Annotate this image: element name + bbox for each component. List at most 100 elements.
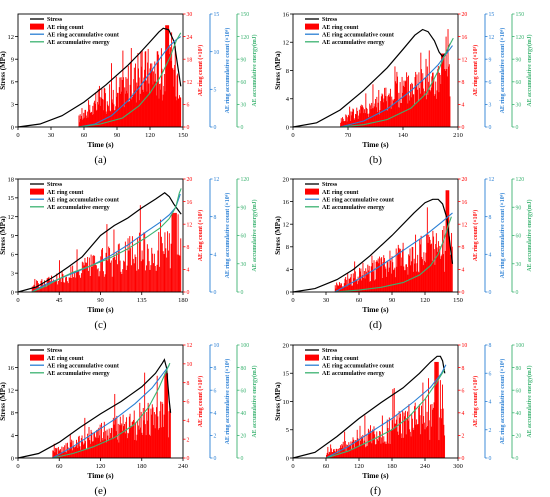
- ring-count-bar: [351, 449, 353, 458]
- stress-axis-title: Stress (MPa): [0, 216, 7, 255]
- ring-count-bar: [358, 109, 360, 127]
- ring-count-bar: [113, 229, 115, 292]
- ring-count-bar: [344, 120, 346, 127]
- ring-count-bar: [108, 246, 110, 292]
- ring-count-bar: [175, 212, 177, 292]
- ring-count-bar: [444, 271, 446, 292]
- ring-count-bar: [374, 279, 376, 292]
- ring-count-bar: [428, 378, 429, 458]
- ring-count-bars: [78, 25, 182, 128]
- ring-count-bar: [154, 73, 156, 127]
- ring-count-bar: [339, 445, 341, 458]
- ring-count-bar: [438, 92, 440, 127]
- ring-count-bar: [58, 280, 60, 292]
- ring-count-bar: [96, 430, 98, 458]
- ring-count-bar: [149, 434, 150, 458]
- ring-count-bar: [349, 444, 350, 458]
- ring-count-bar: [178, 95, 180, 127]
- ring-count-bar: [88, 426, 90, 458]
- legend-stress-label: Stress: [47, 182, 63, 188]
- ring-count-bar: [393, 388, 395, 458]
- ring-count-bar: [115, 431, 117, 458]
- ring-count-bar: [120, 77, 122, 127]
- ring-count-bar: [426, 99, 428, 127]
- ring-count-bar: [103, 276, 105, 292]
- ring-count-bar: [98, 85, 100, 127]
- ring-count-bar: [123, 426, 125, 458]
- ring-count-bar: [168, 54, 170, 127]
- ring-count-bar: [396, 266, 398, 292]
- ring-count-bar: [160, 83, 162, 127]
- ring-count-bar: [426, 411, 428, 458]
- ring-count-bar: [98, 104, 100, 127]
- ring-count-bar: [110, 110, 112, 127]
- ring-count-bar: [37, 283, 39, 292]
- ring-count-bar: [88, 270, 89, 292]
- ring-count-bar: [422, 259, 423, 292]
- ring-count-bar: [433, 249, 435, 292]
- ring-count-bar: [431, 243, 432, 292]
- ring-count-bar: [111, 276, 113, 292]
- legend-ring-swatch: [30, 354, 44, 361]
- ring-count-bar: [167, 373, 169, 458]
- ring-count-bar: [444, 250, 446, 292]
- ring-count-bar: [100, 97, 102, 127]
- ring-count-bar: [102, 440, 104, 458]
- accumulative-count-tick-label: 8: [214, 215, 217, 221]
- ring-count-bar: [417, 424, 419, 458]
- ring-count-bar: [78, 270, 80, 292]
- ring-count-bar: [148, 94, 150, 127]
- panel-label: (e): [94, 485, 107, 497]
- accumulative-energy-tick-label: 80: [241, 366, 247, 372]
- ring-count-bar: [392, 262, 394, 292]
- accumulative-energy-tick-label: 20: [241, 434, 247, 440]
- ring-count-bar: [450, 254, 452, 292]
- ring-count-bar: [139, 100, 141, 127]
- stress-axis-title: Stress (MPa): [274, 382, 282, 421]
- ring-count-bar: [53, 443, 55, 458]
- ring-count-bar: [334, 285, 336, 292]
- ring-count-bar: [97, 437, 99, 458]
- ring-count-tick-label: 4: [462, 268, 465, 274]
- ring-count-tick-label: 20: [462, 12, 468, 18]
- ring-count-bar: [105, 252, 107, 292]
- ring-count-bar: [375, 444, 377, 458]
- ring-count-tick-label: 8: [462, 80, 465, 86]
- ring-count-bar: [377, 102, 379, 127]
- accumulative-count-line: [52, 364, 170, 459]
- ring-count-bar: [418, 404, 420, 458]
- ring-count-bar: [80, 277, 82, 292]
- ring-count-bar: [84, 257, 86, 292]
- ring-count-bar: [421, 81, 423, 127]
- ring-count-bar: [437, 65, 439, 127]
- ring-count-bar: [367, 445, 369, 458]
- accumulative-count-tick-label: 4: [489, 253, 492, 259]
- ring-count-bar: [328, 451, 330, 458]
- ring-count-bar: [415, 85, 417, 127]
- ring-count-bar: [78, 115, 80, 127]
- ring-count-bar: [119, 260, 121, 292]
- ring-count-bar: [404, 86, 406, 127]
- stress-tick-label: 6: [11, 252, 15, 259]
- ring-count-bar: [171, 212, 173, 292]
- ring-count-bar: [92, 441, 94, 458]
- ring-count-bar: [340, 122, 342, 127]
- ring-count-bar: [371, 102, 373, 127]
- ring-count-bar: [138, 429, 140, 458]
- ring-count-bar: [375, 107, 377, 127]
- ring-count-bar: [126, 417, 128, 458]
- ring-count-bar: [375, 261, 377, 292]
- ring-count-bar: [156, 95, 158, 127]
- ring-count-bar: [98, 276, 100, 292]
- ring-count-bar: [377, 112, 378, 127]
- ring-count-bar: [163, 414, 165, 458]
- ring-count-bar: [430, 244, 432, 292]
- ring-count-bar: [385, 268, 387, 292]
- ring-count-bar: [378, 263, 380, 292]
- ring-count-bar: [61, 271, 63, 292]
- ring-count-bar: [365, 447, 367, 458]
- ring-count-bar: [118, 107, 120, 127]
- ring-count-bar: [97, 89, 99, 127]
- ring-count-bar: [440, 84, 442, 127]
